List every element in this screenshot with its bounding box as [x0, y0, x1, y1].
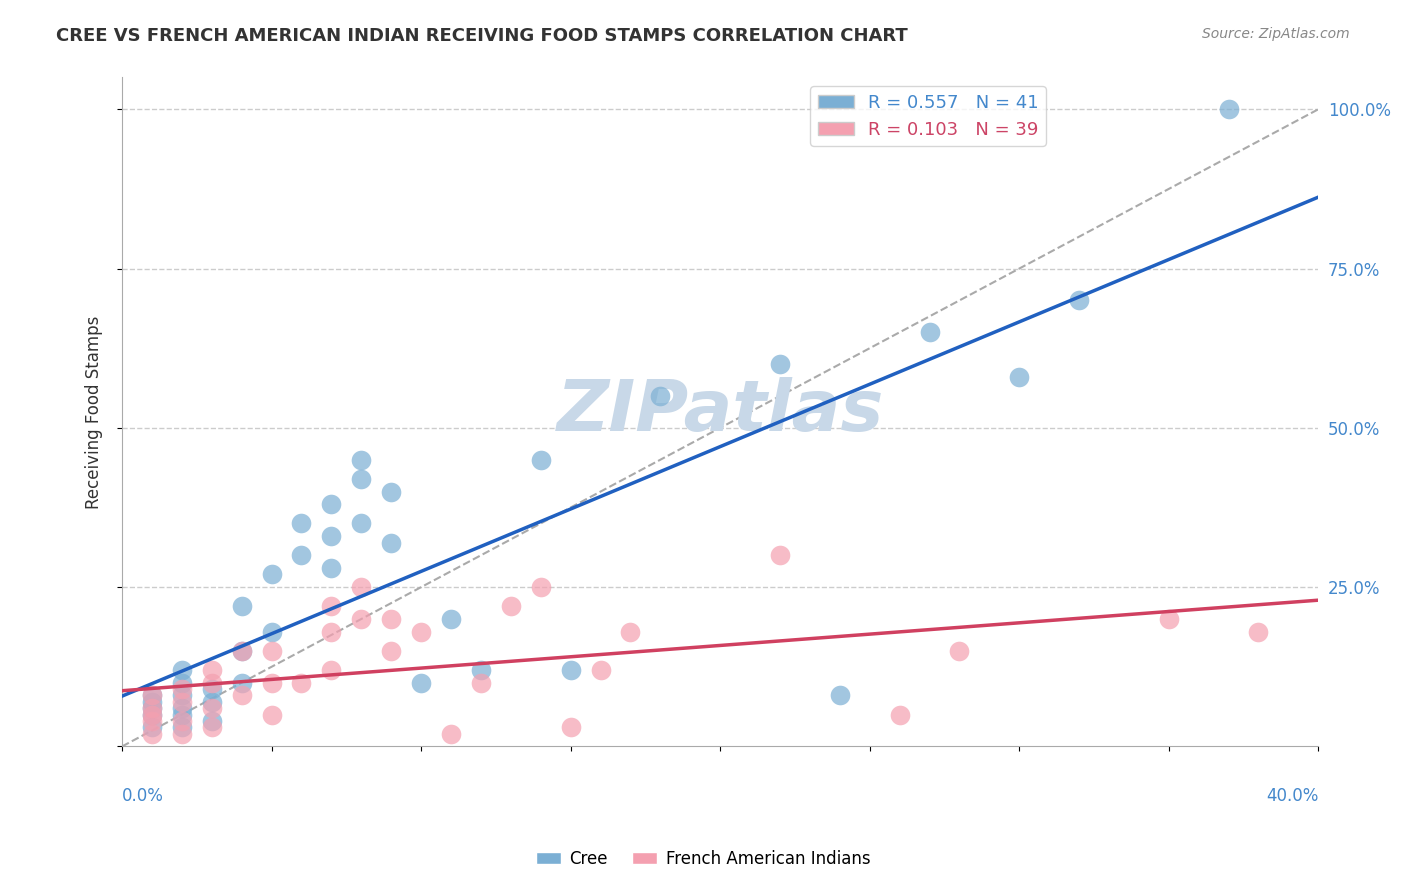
Point	[1247, 624, 1270, 639]
Point	[321, 663, 343, 677]
Point	[350, 472, 373, 486]
Point	[769, 549, 792, 563]
Point	[589, 663, 612, 677]
Point	[141, 714, 163, 728]
Point	[141, 695, 163, 709]
Point	[290, 516, 312, 531]
Point	[321, 497, 343, 511]
Text: 40.0%: 40.0%	[1265, 787, 1319, 805]
Point	[260, 707, 283, 722]
Point	[1008, 370, 1031, 384]
Text: ZIPatlas: ZIPatlas	[557, 377, 884, 446]
Point	[1218, 103, 1240, 117]
Point	[828, 689, 851, 703]
Point	[321, 561, 343, 575]
Point	[350, 452, 373, 467]
Point	[170, 720, 193, 734]
Point	[260, 567, 283, 582]
Y-axis label: Receiving Food Stamps: Receiving Food Stamps	[86, 315, 103, 508]
Point	[260, 675, 283, 690]
Point	[380, 644, 402, 658]
Point	[170, 689, 193, 703]
Point	[260, 644, 283, 658]
Text: 0.0%: 0.0%	[122, 787, 165, 805]
Point	[918, 326, 941, 340]
Point	[141, 701, 163, 715]
Point	[350, 580, 373, 594]
Point	[350, 612, 373, 626]
Point	[170, 695, 193, 709]
Point	[440, 612, 463, 626]
Point	[380, 612, 402, 626]
Point	[411, 675, 433, 690]
Text: CREE VS FRENCH AMERICAN INDIAN RECEIVING FOOD STAMPS CORRELATION CHART: CREE VS FRENCH AMERICAN INDIAN RECEIVING…	[56, 27, 908, 45]
Point	[141, 689, 163, 703]
Point	[440, 727, 463, 741]
Point	[560, 663, 582, 677]
Point	[231, 644, 253, 658]
Point	[141, 727, 163, 741]
Point	[141, 707, 163, 722]
Point	[889, 707, 911, 722]
Point	[499, 599, 522, 614]
Point	[170, 682, 193, 697]
Point	[380, 484, 402, 499]
Point	[141, 720, 163, 734]
Point	[260, 624, 283, 639]
Point	[560, 720, 582, 734]
Point	[141, 701, 163, 715]
Point	[1067, 293, 1090, 308]
Point	[231, 644, 253, 658]
Point	[948, 644, 970, 658]
Point	[170, 675, 193, 690]
Point	[201, 714, 224, 728]
Point	[141, 689, 163, 703]
Point	[231, 689, 253, 703]
Point	[470, 675, 492, 690]
Point	[201, 720, 224, 734]
Point	[321, 624, 343, 639]
Point	[201, 675, 224, 690]
Point	[321, 529, 343, 543]
Point	[1157, 612, 1180, 626]
Point	[141, 707, 163, 722]
Point	[170, 663, 193, 677]
Point	[530, 452, 553, 467]
Point	[231, 599, 253, 614]
Point	[380, 535, 402, 549]
Point	[201, 695, 224, 709]
Point	[201, 663, 224, 677]
Point	[201, 682, 224, 697]
Point	[619, 624, 641, 639]
Point	[470, 663, 492, 677]
Point	[769, 357, 792, 371]
Legend: Cree, French American Indians: Cree, French American Indians	[529, 844, 877, 875]
Point	[411, 624, 433, 639]
Text: Source: ZipAtlas.com: Source: ZipAtlas.com	[1202, 27, 1350, 41]
Point	[201, 701, 224, 715]
Legend: R = 0.557   N = 41, R = 0.103   N = 39: R = 0.557 N = 41, R = 0.103 N = 39	[810, 87, 1046, 146]
Point	[350, 516, 373, 531]
Point	[170, 727, 193, 741]
Point	[231, 675, 253, 690]
Point	[170, 701, 193, 715]
Point	[290, 675, 312, 690]
Point	[321, 599, 343, 614]
Point	[170, 707, 193, 722]
Point	[650, 389, 672, 403]
Point	[170, 714, 193, 728]
Point	[290, 549, 312, 563]
Point	[530, 580, 553, 594]
